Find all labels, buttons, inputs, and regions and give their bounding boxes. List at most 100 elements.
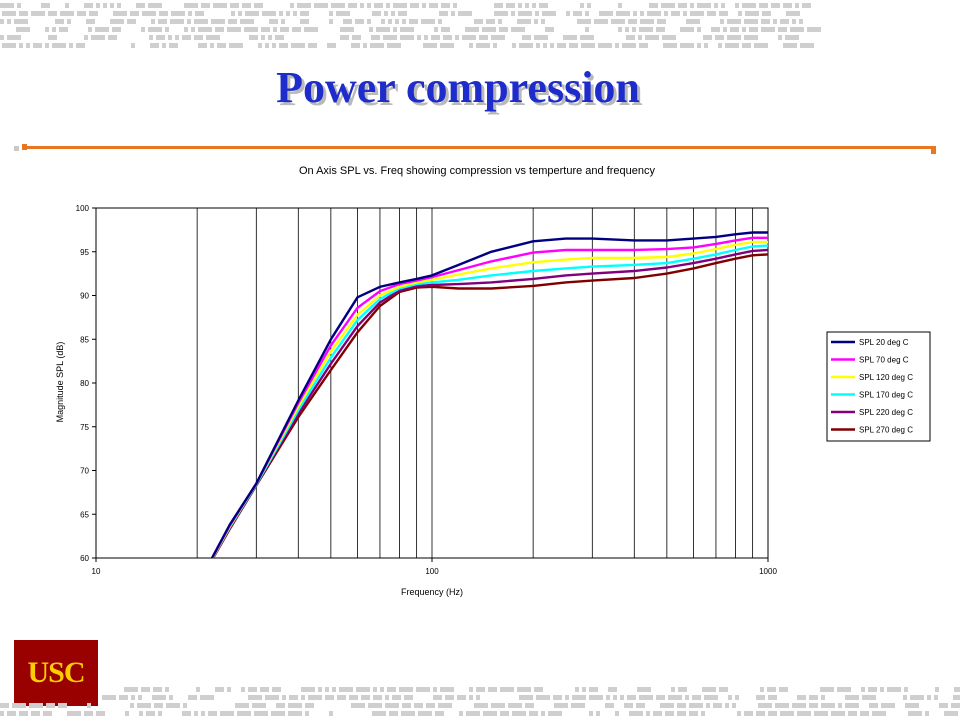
pattern-block: [820, 687, 834, 692]
y-tick-label: 75: [80, 423, 89, 432]
y-tick-label: 60: [80, 554, 89, 563]
pattern-block: [237, 711, 251, 716]
legend-label: SPL 270 deg C: [859, 426, 913, 435]
pattern-block: [573, 11, 582, 16]
pattern-block: [626, 35, 635, 40]
pattern-block: [194, 35, 203, 40]
pattern-block: [689, 711, 698, 716]
pattern-block: [802, 3, 811, 8]
pattern-block: [227, 687, 231, 692]
pattern-block: [361, 695, 370, 700]
pattern-block: [744, 711, 753, 716]
pattern-block: [45, 27, 49, 32]
pattern-block: [201, 3, 210, 8]
pattern-block: [589, 711, 593, 716]
pattern-block: [800, 43, 814, 48]
pattern-block: [325, 695, 334, 700]
pattern-block: [29, 703, 43, 708]
pattern-block: [336, 11, 350, 16]
pattern-block: [494, 11, 508, 16]
pattern-block: [55, 19, 64, 24]
pattern-block: [445, 695, 454, 700]
pattern-block: [230, 3, 239, 8]
pattern-block: [778, 35, 782, 40]
pattern-block: [640, 19, 654, 24]
pattern-block: [725, 43, 739, 48]
pattern-block: [727, 19, 741, 24]
pattern-block: [240, 19, 254, 24]
chart-legend: SPL 20 deg C SPL 70 deg C SPL 120 deg C SPL…: [826, 331, 931, 442]
pattern-block: [534, 687, 543, 692]
pattern-block: [697, 3, 711, 8]
pattern-block: [678, 3, 687, 8]
y-tick-label: 90: [80, 292, 89, 301]
pattern-block: [845, 703, 859, 708]
rule-cap-right: [931, 148, 936, 154]
pattern-block: [84, 3, 93, 8]
pattern-block: [721, 3, 725, 8]
pattern-block: [639, 27, 653, 32]
pattern-block: [373, 687, 377, 692]
pattern-block: [701, 711, 705, 716]
pattern-block: [69, 43, 73, 48]
pattern-block: [367, 19, 371, 24]
pattern-block: [2, 11, 16, 16]
pattern-block: [84, 35, 88, 40]
pattern-block: [742, 3, 756, 8]
pattern-block: [663, 43, 677, 48]
pattern-block: [269, 19, 278, 24]
y-tick-label: 100: [76, 204, 90, 213]
pattern-block: [84, 711, 93, 716]
pattern-block: [0, 3, 14, 8]
pattern-block: [744, 35, 758, 40]
pattern-block: [860, 711, 869, 716]
pattern-block: [837, 687, 851, 692]
pattern-block: [418, 711, 432, 716]
pattern-block: [215, 687, 224, 692]
pattern-block: [138, 695, 142, 700]
pattern-block: [773, 19, 777, 24]
y-tick-label: 80: [80, 379, 89, 388]
pattern-block: [208, 711, 217, 716]
pattern-block: [656, 695, 665, 700]
pattern-block: [409, 19, 418, 24]
pattern-block: [343, 19, 352, 24]
pattern-block: [244, 27, 258, 32]
pattern-block: [380, 687, 384, 692]
pattern-block: [26, 43, 30, 48]
pattern-block: [12, 703, 26, 708]
pattern-block: [553, 695, 562, 700]
pattern-block: [112, 27, 121, 32]
pattern-block: [438, 703, 452, 708]
usc-logo: USC: [14, 640, 98, 706]
pattern-block: [680, 27, 694, 32]
pattern-block: [373, 695, 382, 700]
pattern-block: [0, 703, 9, 708]
pattern-block: [166, 703, 180, 708]
spl-frequency-chart: On Axis SPL vs. Freq showing compression…: [55, 165, 931, 597]
chart-title: On Axis SPL vs. Freq showing compression…: [299, 165, 656, 177]
decorative-pattern-top: [0, 3, 821, 48]
pattern-block: [422, 3, 426, 8]
pattern-block: [325, 687, 329, 692]
pattern-block: [162, 43, 166, 48]
usc-logo-text: USC: [27, 656, 85, 689]
pattern-block: [416, 687, 430, 692]
pattern-block: [368, 703, 382, 708]
pattern-block: [534, 19, 538, 24]
pattern-block: [459, 711, 463, 716]
pattern-block: [616, 11, 630, 16]
pattern-block: [389, 711, 398, 716]
y-tick-label: 70: [80, 467, 89, 476]
pattern-block: [671, 11, 680, 16]
pattern-block: [692, 695, 701, 700]
pattern-block: [482, 27, 496, 32]
pattern-block: [329, 711, 333, 716]
pattern-block: [417, 35, 421, 40]
pattern-block: [399, 687, 413, 692]
pattern-block: [424, 35, 428, 40]
pattern-block: [797, 695, 806, 700]
pattern-block: [735, 695, 739, 700]
pattern-block: [737, 711, 741, 716]
pattern-block: [908, 711, 922, 716]
